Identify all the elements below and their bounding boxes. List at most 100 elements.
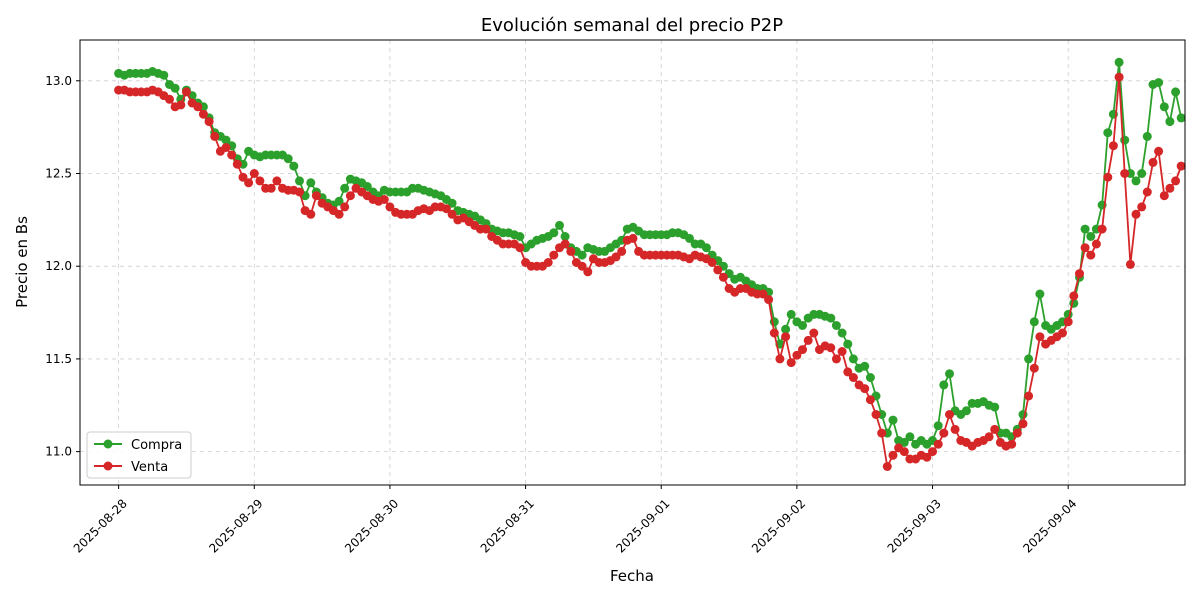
data-point-venta — [1018, 419, 1028, 429]
data-point-compra — [170, 83, 180, 93]
data-point-compra — [577, 250, 587, 260]
data-point-venta — [1007, 439, 1017, 449]
data-point-venta — [311, 191, 321, 201]
legend-label-compra: Compra — [131, 438, 182, 453]
data-point-venta — [379, 195, 389, 204]
data-point-venta — [1080, 243, 1090, 253]
y-tick-label: 11.5 — [45, 352, 72, 366]
chart-title: Evolución semanal del precio P2P — [481, 15, 783, 36]
data-point-venta — [165, 94, 174, 104]
data-point-venta — [198, 109, 208, 119]
data-point-compra — [843, 339, 853, 349]
data-point-compra — [1131, 176, 1141, 186]
data-point-venta — [781, 332, 791, 342]
data-point-venta — [837, 347, 847, 356]
x-tick-label: 2025-08-30 — [342, 496, 401, 555]
data-point-venta — [786, 358, 796, 368]
data-point-venta — [945, 410, 954, 419]
data-point-venta — [809, 328, 819, 338]
data-point-venta — [1137, 202, 1147, 212]
data-point-venta — [566, 246, 576, 256]
data-point-compra — [990, 402, 1000, 412]
data-point-compra — [1080, 224, 1090, 234]
data-point-venta — [899, 447, 909, 457]
data-point-compra — [1086, 232, 1096, 241]
data-point-compra — [860, 361, 870, 371]
series-line-venta — [118, 76, 1183, 468]
y-axis: 11.0 11.5 12.0 12.5 13.0 — [45, 74, 80, 459]
data-point-venta — [1086, 250, 1096, 260]
data-point-venta — [707, 258, 717, 267]
data-point-venta — [933, 439, 943, 449]
x-tick-label: 2025-08-28 — [71, 496, 130, 555]
data-point-venta — [1029, 363, 1039, 373]
data-point-compra — [837, 328, 847, 338]
data-point-venta — [803, 335, 813, 345]
data-point-compra — [865, 373, 875, 382]
data-point-venta — [713, 265, 723, 275]
x-tick-label: 2025-08-31 — [478, 496, 537, 555]
data-point-compra — [447, 198, 457, 208]
data-point-compra — [340, 183, 350, 193]
legend-label-venta: Venta — [131, 460, 168, 475]
data-point-venta — [193, 102, 203, 112]
data-point-venta — [1063, 317, 1073, 327]
data-point-venta — [1114, 72, 1124, 82]
y-tick-label: 12.5 — [45, 167, 72, 181]
plot-frame — [79, 39, 1186, 486]
data-point-compra — [1176, 113, 1186, 123]
data-point-venta — [1097, 224, 1107, 234]
data-point-venta — [1108, 141, 1118, 151]
data-point-venta — [718, 272, 728, 282]
data-point-venta — [204, 117, 214, 127]
data-point-venta — [1165, 183, 1175, 193]
data-point-compra — [826, 313, 836, 323]
data-point-venta — [340, 202, 350, 212]
data-point-venta — [628, 233, 638, 243]
data-point-venta — [928, 447, 937, 457]
series-venta — [114, 72, 1186, 471]
data-point-compra — [899, 437, 909, 447]
x-axis: 2025-08-28 2025-08-29 2025-08-30 2025-08-31… — [71, 485, 1080, 556]
data-point-venta — [769, 328, 779, 338]
data-point-venta — [238, 172, 248, 182]
data-point-venta — [922, 452, 932, 462]
data-point-venta — [877, 428, 887, 438]
x-tick-label: 2025-09-01 — [613, 496, 672, 555]
data-point-venta — [950, 424, 960, 434]
data-point-venta — [1058, 328, 1067, 338]
data-point-compra — [798, 321, 807, 330]
y-tick-label: 12.0 — [45, 259, 72, 273]
data-point-venta — [1159, 191, 1169, 201]
x-tick-label: 2025-09-03 — [885, 496, 944, 555]
data-point-compra — [1159, 102, 1169, 112]
legend: Compra Venta — [86, 431, 192, 479]
data-point-venta — [543, 258, 553, 267]
data-point-compra — [1120, 135, 1130, 145]
data-point-venta — [617, 246, 627, 256]
data-point-compra — [1154, 78, 1164, 88]
series-compra — [114, 57, 1186, 449]
data-point-venta — [1120, 169, 1130, 178]
data-point-compra — [1114, 57, 1124, 67]
data-point-venta — [1012, 428, 1022, 438]
x-tick-label: 2025-09-04 — [1020, 496, 1079, 555]
data-point-venta — [176, 100, 186, 110]
data-point-compra — [295, 176, 304, 186]
data-point-venta — [306, 209, 316, 219]
data-point-compra — [781, 324, 791, 334]
data-point-venta — [1142, 187, 1152, 197]
data-point-venta — [1103, 172, 1113, 182]
data-point-venta — [447, 209, 457, 219]
data-point-venta — [232, 159, 242, 169]
data-point-compra — [961, 406, 971, 416]
data-point-compra — [1029, 317, 1039, 327]
grid — [80, 40, 1185, 485]
data-point-compra — [1103, 128, 1113, 138]
data-point-venta — [848, 373, 858, 382]
data-point-venta — [272, 176, 282, 186]
data-point-compra — [888, 415, 898, 425]
data-point-venta — [1024, 391, 1034, 401]
legend-marker-venta — [103, 461, 113, 471]
